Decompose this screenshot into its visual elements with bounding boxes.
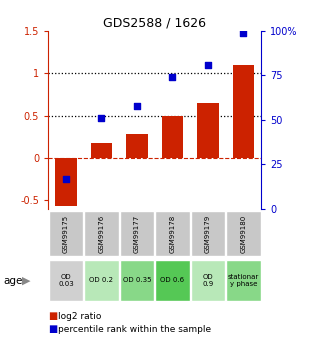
Bar (191, 260, 225, 301)
Text: OD 0.6: OD 0.6 (160, 277, 184, 283)
Text: OD
0.03: OD 0.03 (58, 274, 74, 287)
Text: GSM99175: GSM99175 (63, 215, 69, 253)
Bar (162, 116, 183, 158)
Text: stationar
y phase: stationar y phase (228, 274, 259, 287)
Bar (226, 260, 261, 301)
Point (134, 103, 139, 108)
Text: OD 0.35: OD 0.35 (123, 277, 151, 283)
Text: GSM99180: GSM99180 (240, 215, 247, 253)
Text: GSM99177: GSM99177 (134, 215, 140, 253)
Bar (49, 211, 83, 256)
Text: GSM99176: GSM99176 (99, 215, 104, 253)
Text: OD
0.9: OD 0.9 (202, 274, 214, 287)
Bar (233, 65, 254, 158)
Text: ■: ■ (48, 312, 58, 321)
Text: percentile rank within the sample: percentile rank within the sample (58, 325, 211, 334)
Text: OD 0.2: OD 0.2 (90, 277, 114, 283)
Text: ■: ■ (48, 325, 58, 334)
Bar (49, 260, 83, 301)
Bar (197, 103, 219, 158)
Text: ▶: ▶ (22, 276, 31, 286)
Bar (55, 158, 77, 206)
Bar (84, 260, 119, 301)
Text: GSM99178: GSM99178 (169, 215, 175, 253)
Text: log2 ratio: log2 ratio (58, 312, 101, 321)
Bar (84, 211, 119, 256)
Point (206, 62, 211, 68)
Bar (155, 260, 190, 301)
Bar (91, 143, 112, 158)
Point (63, 176, 68, 181)
Point (170, 75, 175, 80)
Text: GSM99179: GSM99179 (205, 215, 211, 253)
Bar (191, 211, 225, 256)
Title: GDS2588 / 1626: GDS2588 / 1626 (103, 17, 206, 30)
Bar (226, 211, 261, 256)
Point (241, 30, 246, 36)
Bar (126, 134, 148, 158)
Bar (155, 211, 190, 256)
Bar (120, 211, 154, 256)
Text: age: age (3, 276, 22, 286)
Bar (120, 260, 154, 301)
Point (99, 115, 104, 121)
